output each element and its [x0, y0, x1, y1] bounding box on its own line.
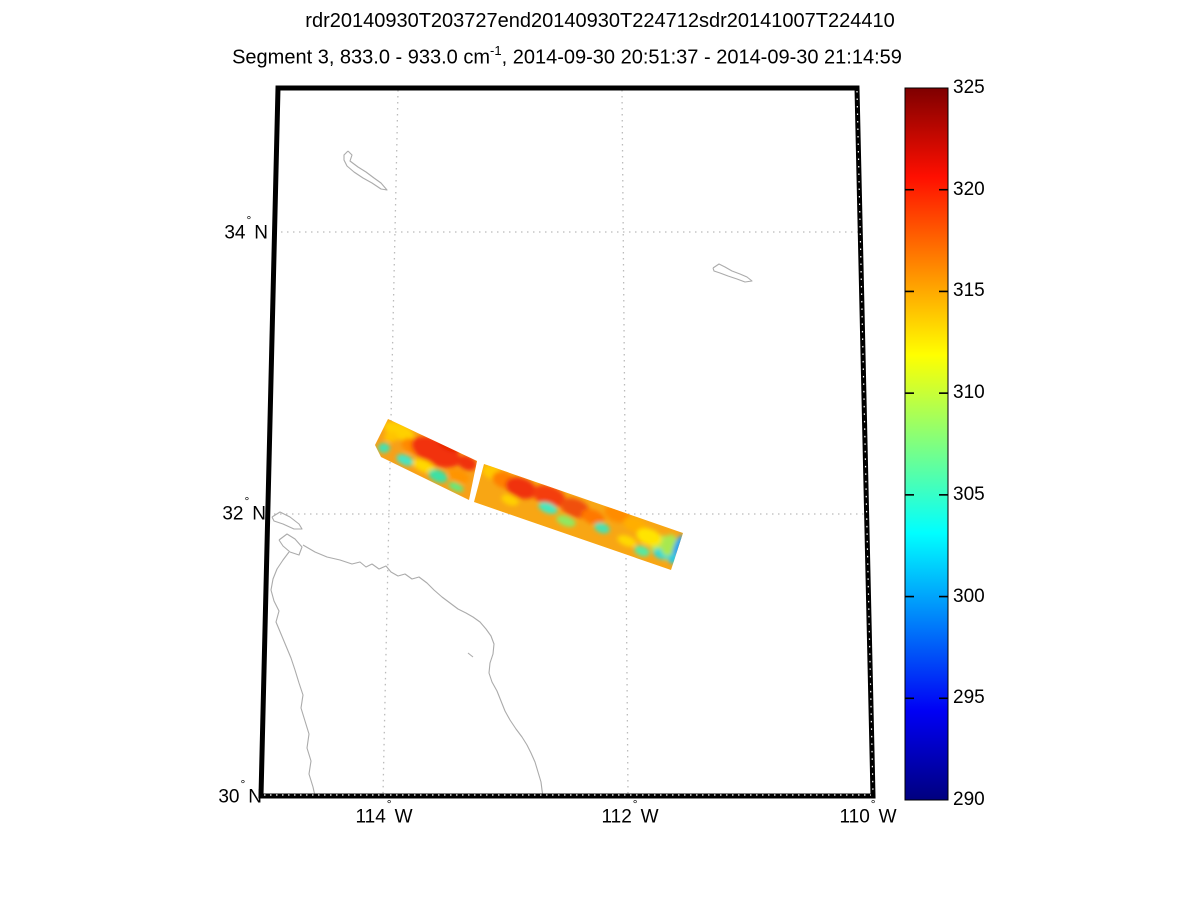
- x-tick-value: 110: [839, 806, 870, 828]
- x-tick-label-114w: 114°W: [355, 797, 413, 828]
- subtitle-prefix: Segment 3, 833.0 - 933.0 cm: [232, 46, 491, 69]
- degree-symbol: °: [870, 797, 876, 811]
- graticule-gridlines: [268, 89, 866, 795]
- coastlines: [270, 150, 753, 798]
- colorbar-tick-label: 310: [953, 382, 985, 404]
- degree-symbol: °: [386, 797, 392, 811]
- map-frame: [258, 85, 876, 799]
- degree-symbol: °: [246, 213, 252, 227]
- colorbar-tick-label: 300: [953, 585, 985, 607]
- y-tick-label-34n: 34°N: [224, 213, 268, 244]
- colorbar-tick-label: 290: [953, 789, 985, 810]
- y-tick-value: 34: [224, 222, 246, 244]
- degree-symbol: °: [632, 797, 638, 811]
- figure-subtitle: Segment 3, 833.0 - 933.0 cm-1, 2014-09-3…: [167, 43, 967, 70]
- colorbar-tick-label: 315: [953, 280, 985, 302]
- colorbar-tick-label: 325: [953, 77, 985, 98]
- degree-symbol: °: [240, 777, 246, 791]
- x-tick-label-112w: 112°W: [601, 797, 659, 828]
- x-tick-value: 114: [355, 806, 386, 828]
- colorbar-tick-label: 295: [953, 687, 985, 709]
- hemisphere-letter: N: [248, 786, 262, 808]
- figure-title: rdr20140930T203727end20140930T224712sdr2…: [305, 10, 895, 32]
- y-tick-label-30n: 30°N: [218, 777, 262, 808]
- colorbar: [904, 87, 949, 801]
- y-tick-label-32n: 32°N: [222, 494, 266, 525]
- hemisphere-letter: W: [394, 806, 413, 828]
- hemisphere-letter: W: [640, 806, 659, 828]
- hemisphere-letter: W: [878, 806, 897, 828]
- subtitle-suffix: , 2014-09-30 20:51:37 - 2014-09-30 21:14…: [501, 46, 902, 69]
- subtitle-superscript: -1: [490, 43, 502, 58]
- degree-symbol: °: [244, 494, 250, 508]
- hemisphere-letter: N: [254, 222, 268, 244]
- x-tick-label-110w: 110°W: [839, 797, 897, 828]
- y-tick-value: 30: [218, 786, 240, 808]
- y-tick-value: 32: [222, 503, 244, 525]
- colorbar-tick-label: 320: [953, 178, 985, 200]
- hemisphere-letter: N: [252, 503, 266, 525]
- satellite-swath: [375, 419, 683, 570]
- x-tick-value: 112: [601, 806, 632, 828]
- colorbar-tick-label: 305: [953, 483, 985, 505]
